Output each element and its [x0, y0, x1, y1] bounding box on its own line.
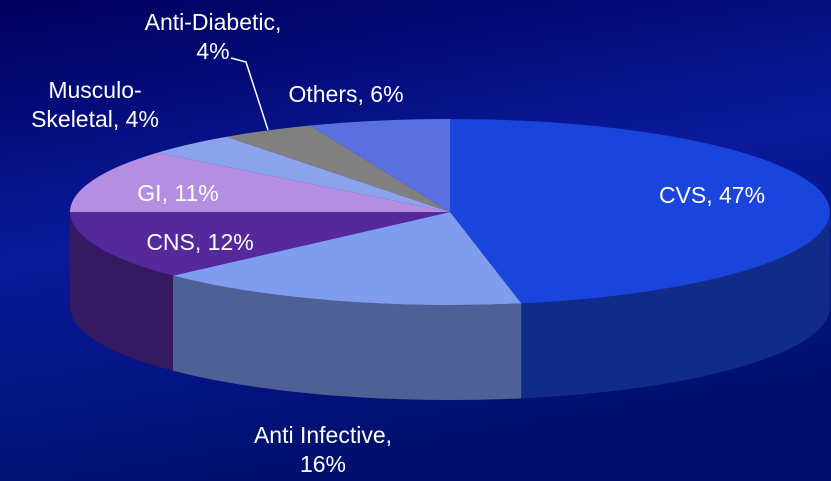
slice	[226, 125, 450, 212]
leader-line	[230, 57, 269, 131]
slice-side	[172, 275, 522, 400]
data-label: GI, 11%	[137, 180, 218, 206]
slice-side	[521, 212, 830, 399]
data-label-line: CVS, 47%	[659, 182, 765, 208]
data-label: CNS, 12%	[146, 229, 253, 255]
slice-side	[70, 212, 173, 371]
data-label: Anti-Diabetic, 4%	[145, 9, 282, 64]
slice	[450, 119, 831, 304]
data-label: Anti Infective, 16%	[254, 422, 392, 477]
data-label: Others, 6%	[288, 81, 403, 107]
slice	[157, 136, 451, 212]
slice	[310, 119, 450, 212]
data-label-line: Skeletal, 4%	[31, 106, 159, 132]
data-label-line: 4%	[196, 38, 229, 64]
data-label-line: 16%	[300, 451, 346, 477]
slice	[172, 212, 522, 306]
data-label: Musculo- Skeletal, 4%	[31, 77, 159, 132]
data-label-line: Anti-Diabetic,	[145, 9, 282, 35]
data-label-line: Others, 6%	[288, 81, 403, 107]
data-label-line: Musculo-	[48, 77, 141, 103]
data-label-line: GI, 11%	[137, 180, 218, 206]
data-label: CVS, 47%	[659, 182, 765, 208]
slice	[70, 152, 450, 212]
slice	[70, 212, 450, 276]
data-label-line: Anti Infective,	[254, 422, 392, 448]
data-label-line: CNS, 12%	[146, 229, 253, 255]
